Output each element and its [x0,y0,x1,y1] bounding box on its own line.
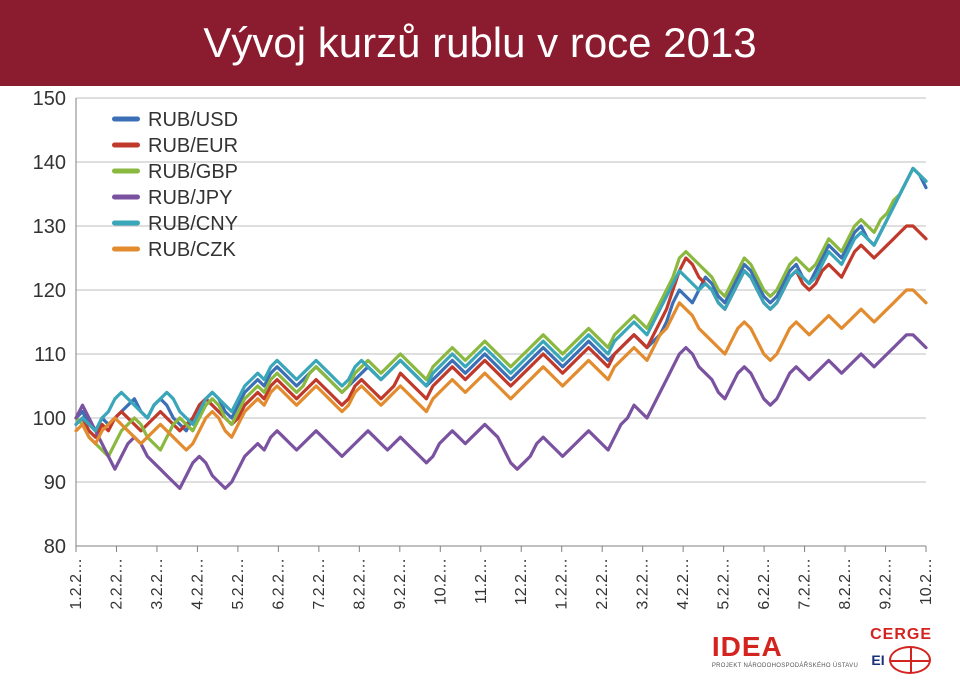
svg-text:120: 120 [33,280,66,302]
ei-text: EI [871,652,884,668]
globe-icon [889,646,931,674]
cerge-logo: CERGE EI [870,626,932,674]
svg-text:130: 130 [33,216,66,238]
svg-text:6.2.2…: 6.2.2… [270,558,287,610]
idea-text: IDEA [712,631,783,663]
svg-text:RUB/JPY: RUB/JPY [148,187,232,209]
svg-text:3.2.2…: 3.2.2… [149,558,166,610]
svg-text:4.2.2…: 4.2.2… [189,558,206,610]
page-title: Vývoj kurzů rublu v roce 2013 [203,19,756,67]
svg-text:RUB/USD: RUB/USD [148,109,238,131]
svg-text:2.2.2…: 2.2.2… [108,558,125,610]
svg-text:5.2.2…: 5.2.2… [230,558,247,610]
svg-text:150: 150 [33,90,66,110]
svg-text:100: 100 [33,408,66,430]
cerge-text: CERGE [870,626,932,644]
idea-subtitle: PROJEKT NÁRODOHOSPODÁŘSKÉHO ÚSTAVU [712,663,858,669]
svg-text:1.2.2…: 1.2.2… [554,558,571,610]
line-chart: 80 90 100 110 120 130 140 150 1.2.2… 2.2.2… 3.2.2…… [20,90,940,610]
svg-text:10.2…: 10.2… [918,558,935,605]
svg-text:90: 90 [44,472,66,494]
idea-logo: IDEA PROJEKT NÁRODOHOSPODÁŘSKÉHO ÚSTAVU [712,631,858,669]
svg-text:RUB/GBP: RUB/GBP [148,161,238,183]
svg-text:9.2.2…: 9.2.2… [392,558,409,610]
svg-text:5.2.2…: 5.2.2… [716,558,733,610]
svg-text:RUB/CZK: RUB/CZK [148,239,236,261]
svg-text:140: 140 [33,152,66,174]
title-banner: Vývoj kurzů rublu v roce 2013 [0,0,960,86]
svg-text:RUB/CNY: RUB/CNY [148,213,238,235]
svg-text:8.2.2…: 8.2.2… [351,558,368,610]
footer-logos: IDEA PROJEKT NÁRODOHOSPODÁŘSKÉHO ÚSTAVU … [712,626,932,674]
svg-text:7.2.2…: 7.2.2… [311,558,328,610]
svg-text:12.2…: 12.2… [513,558,530,605]
svg-text:1.2.2…: 1.2.2… [68,558,85,610]
svg-text:6.2.2…: 6.2.2… [756,558,773,610]
svg-text:11.2…: 11.2… [473,558,490,604]
svg-text:3.2.2…: 3.2.2… [635,558,652,610]
svg-text:10.2…: 10.2… [432,558,449,605]
chart-container: 80 90 100 110 120 130 140 150 1.2.2… 2.2.2… 3.2.2…… [20,90,940,610]
svg-text:2.2.2…: 2.2.2… [594,558,611,610]
svg-text:4.2.2…: 4.2.2… [675,558,692,610]
svg-text:7.2.2…: 7.2.2… [797,558,814,610]
svg-text:RUB/EUR: RUB/EUR [148,135,238,157]
svg-text:80: 80 [44,536,66,558]
svg-text:8.2.2…: 8.2.2… [837,558,854,610]
svg-text:110: 110 [34,344,66,366]
svg-text:9.2.2…: 9.2.2… [878,558,895,610]
